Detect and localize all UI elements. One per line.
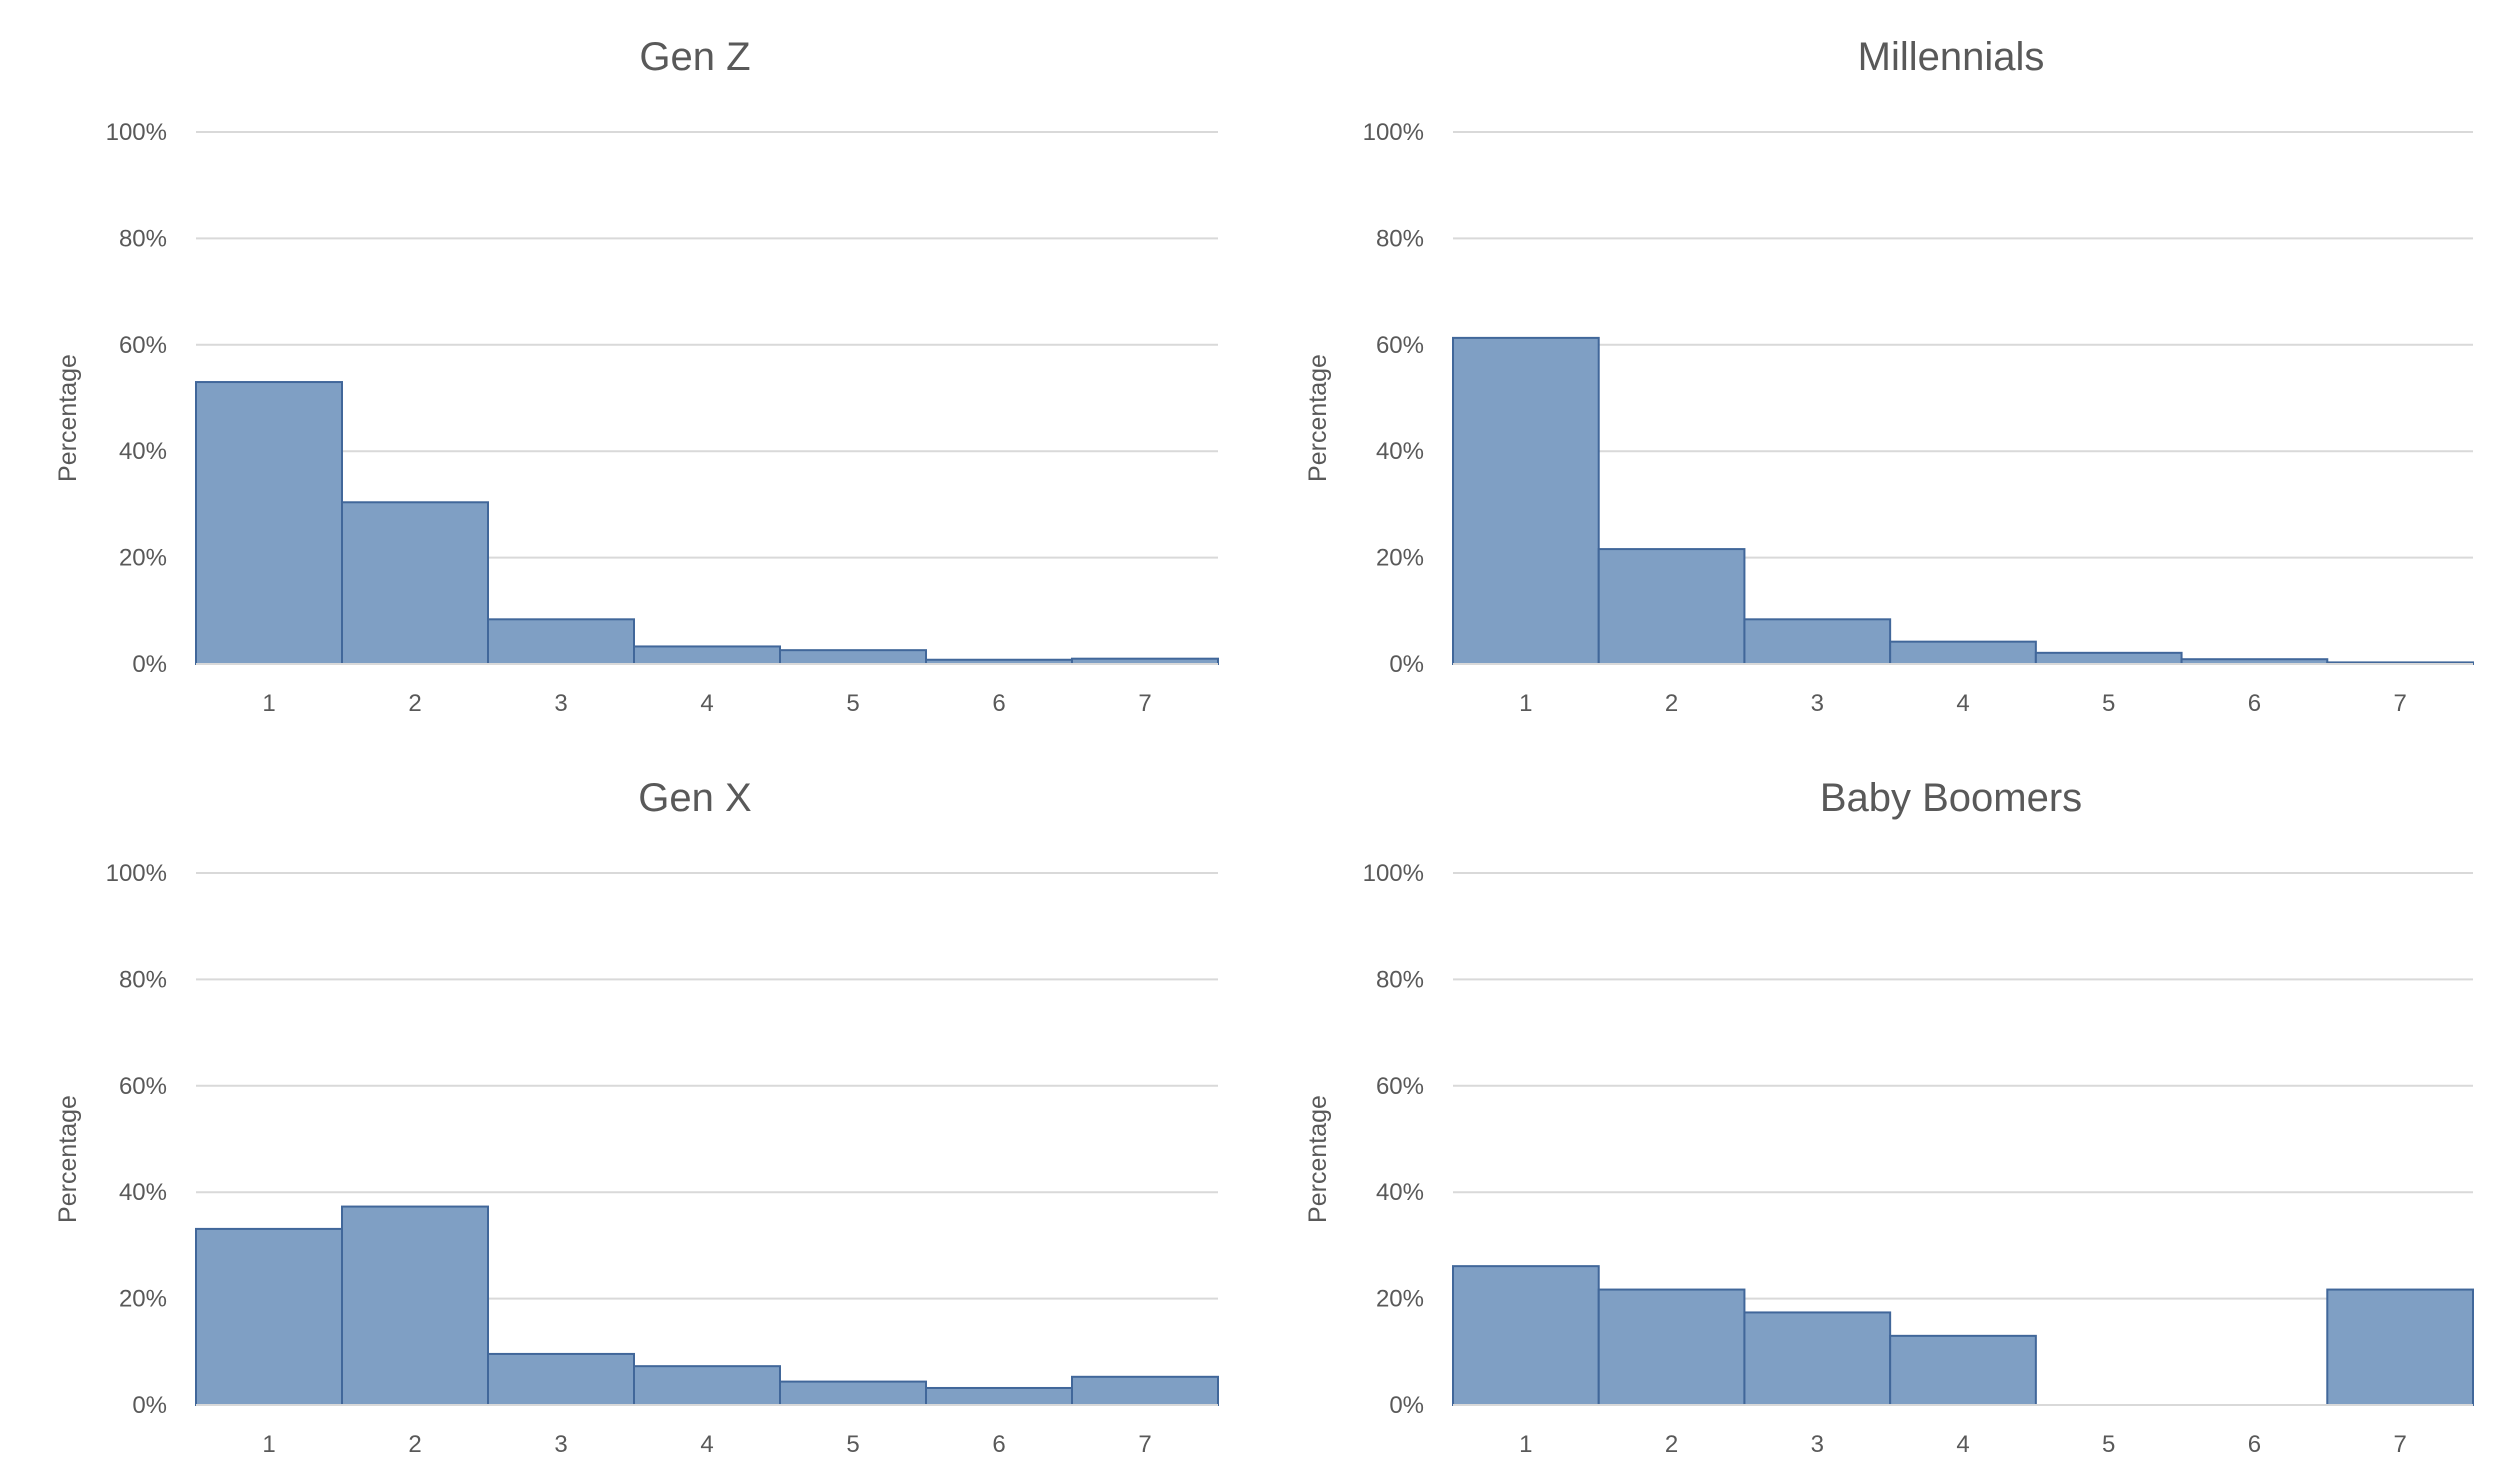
chart-svg: Millennials 0% 20% 40% 60% 80% 100% Percentage 1… bbox=[1304, 35, 2475, 717]
x-tick-label: 1 bbox=[1519, 690, 1532, 717]
y-axis-label: Percentage bbox=[54, 1095, 82, 1223]
chart-millennials: Millennials 0% 20% 40% 60% 80% 100% Percentage 1… bbox=[1250, 0, 2500, 741]
x-tick-label: 2 bbox=[1665, 690, 1678, 717]
x-tick-label: 1 bbox=[262, 690, 275, 717]
x-tick-label: 6 bbox=[992, 1431, 1005, 1458]
y-tick-label: 100% bbox=[1363, 860, 1424, 887]
x-tick-label: 3 bbox=[554, 690, 567, 717]
y-axis-label: Percentage bbox=[1304, 354, 1332, 482]
x-tick-label: 1 bbox=[1519, 1431, 1532, 1458]
bar-4 bbox=[633, 645, 781, 665]
y-tick-label: 40% bbox=[119, 438, 167, 465]
y-axis-label: Percentage bbox=[54, 354, 82, 482]
x-tick-label: 6 bbox=[992, 690, 1005, 717]
bar-3 bbox=[1743, 618, 1892, 666]
x-tick-label: 7 bbox=[1138, 690, 1151, 717]
chart-gen-z: Gen Z 0% 20% 40% 60% 80% 100% Percentage 1 2 3 4 5 6 7 bbox=[0, 0, 1250, 741]
x-tick-label: 7 bbox=[2393, 690, 2406, 717]
y-tick-label: 40% bbox=[119, 1179, 167, 1206]
x-tick-label: 6 bbox=[2248, 690, 2261, 717]
bar-7 bbox=[1071, 1375, 1219, 1407]
chart-gen-x: Gen X 0% 20% 40% 60% 80% 100% Percentage 1 2 3 4 5 6 7 bbox=[0, 741, 1250, 1482]
bar-1 bbox=[195, 381, 343, 665]
chart-baby-boomers: Baby Boomers 0% 20% 40% 60% 80% 100% Percentage… bbox=[1250, 741, 2500, 1482]
y-tick-label: 20% bbox=[1376, 1286, 1424, 1313]
x-tick-label: 4 bbox=[700, 690, 713, 717]
x-tick-label: 5 bbox=[846, 690, 859, 717]
x-tick-label: 1 bbox=[262, 1431, 275, 1458]
x-tick-label: 2 bbox=[408, 1431, 421, 1458]
y-tick-label: 60% bbox=[119, 1073, 167, 1100]
y-axis-label: Percentage bbox=[1304, 1095, 1332, 1223]
y-tick-label: 80% bbox=[1376, 966, 1424, 993]
x-tick-label: 7 bbox=[2393, 1431, 2406, 1458]
bar-1 bbox=[1452, 336, 1600, 665]
chart-svg: Gen X 0% 20% 40% 60% 80% 100% Percentage 1 2 3 4 5 6 7 bbox=[54, 776, 1219, 1458]
x-tick-label: 6 bbox=[2248, 1431, 2261, 1458]
bar-1 bbox=[195, 1227, 343, 1406]
y-tick-label: 40% bbox=[1376, 438, 1424, 465]
x-tick-label: 3 bbox=[1811, 1431, 1824, 1458]
chart-svg: Baby Boomers 0% 20% 40% 60% 80% 100% Percentage… bbox=[1304, 776, 2475, 1458]
bar-4 bbox=[633, 1365, 781, 1406]
bar-2 bbox=[341, 1205, 489, 1406]
bar-7 bbox=[2326, 1288, 2475, 1407]
bar-3 bbox=[1743, 1311, 1892, 1407]
y-tick-label: 60% bbox=[119, 332, 167, 359]
y-tick-label: 20% bbox=[119, 1286, 167, 1313]
bar-3 bbox=[487, 1352, 635, 1406]
x-tick-label: 3 bbox=[1811, 690, 1824, 717]
bar-2 bbox=[1597, 1288, 1746, 1407]
y-tick-label: 60% bbox=[1376, 1073, 1424, 1100]
y-tick-label: 100% bbox=[106, 860, 167, 887]
y-tick-label: 80% bbox=[119, 225, 167, 252]
chart-title: Baby Boomers bbox=[1820, 776, 2082, 820]
bar-5 bbox=[779, 649, 927, 666]
x-tick-label: 3 bbox=[554, 1431, 567, 1458]
y-tick-label: 0% bbox=[132, 651, 167, 678]
y-tick-label: 20% bbox=[119, 545, 167, 572]
bar-2 bbox=[341, 501, 489, 665]
y-tick-label: 0% bbox=[1389, 651, 1424, 678]
x-tick-label: 2 bbox=[1665, 1431, 1678, 1458]
x-tick-label: 5 bbox=[2102, 690, 2115, 717]
bar-5 bbox=[779, 1380, 927, 1406]
bar-3 bbox=[487, 618, 635, 666]
y-tick-label: 100% bbox=[1363, 119, 1424, 146]
bar-2 bbox=[1597, 548, 1746, 666]
y-tick-label: 20% bbox=[1376, 545, 1424, 572]
y-tick-label: 100% bbox=[106, 119, 167, 146]
bar-6 bbox=[925, 1386, 1073, 1407]
chart-title: Millennials bbox=[1858, 35, 2045, 79]
x-tick-label: 4 bbox=[700, 1431, 713, 1458]
y-tick-label: 0% bbox=[132, 1392, 167, 1419]
y-tick-label: 0% bbox=[1389, 1392, 1424, 1419]
y-tick-label: 40% bbox=[1376, 1179, 1424, 1206]
x-tick-label: 7 bbox=[1138, 1431, 1151, 1458]
x-tick-label: 5 bbox=[846, 1431, 859, 1458]
x-tick-label: 4 bbox=[1956, 1431, 1969, 1458]
x-tick-label: 5 bbox=[2102, 1431, 2115, 1458]
y-tick-label: 80% bbox=[1376, 225, 1424, 252]
bar-1 bbox=[1452, 1265, 1600, 1407]
y-tick-label: 60% bbox=[1376, 332, 1424, 359]
chart-title: Gen X bbox=[638, 776, 751, 820]
x-tick-label: 4 bbox=[1956, 690, 1969, 717]
x-tick-label: 2 bbox=[408, 690, 421, 717]
bar-4 bbox=[1889, 1334, 2037, 1407]
y-tick-label: 80% bbox=[119, 966, 167, 993]
bar-5 bbox=[2034, 651, 2183, 666]
chart-svg: Gen Z 0% 20% 40% 60% 80% 100% Percentage 1 2 3 4 5 6 7 bbox=[54, 35, 1219, 717]
bar-4 bbox=[1889, 640, 2037, 666]
chart-title: Gen Z bbox=[639, 35, 750, 79]
